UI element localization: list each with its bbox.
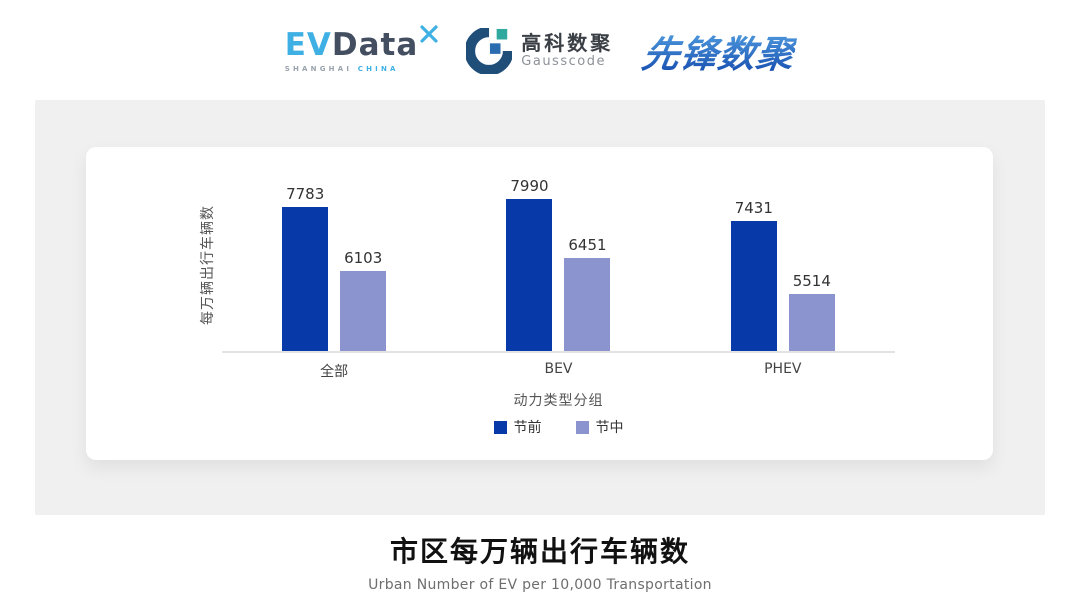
chart-title-block: 市区每万辆出行车辆数 Urban Number of EV per 10,000… xyxy=(0,530,1080,593)
chart-legend: 节前 节中 xyxy=(222,417,895,437)
plot-area: 7783 6103 7990 6451 7431 5514 xyxy=(222,177,895,351)
legend-item-节中: 节中 xyxy=(575,417,624,437)
bar-value-label: 7990 xyxy=(510,177,549,196)
legend-swatch xyxy=(575,420,589,434)
x-axis-label: 动力类型分组 xyxy=(513,393,604,409)
bar-unit-节前-全部: 7783 xyxy=(282,185,329,351)
bar-value-label: 7431 xyxy=(734,198,773,217)
bar-unit-节前-BEV: 7990 xyxy=(506,177,553,351)
header-logo-strip: EV Data SHANGHAI CHINA 高科数聚 Gausscod xyxy=(0,18,1080,84)
category-labels: 全部 BEV PHEV xyxy=(222,361,895,381)
gausscode-text: 高科数聚 Gausscode xyxy=(521,32,613,70)
legend-swatch xyxy=(493,420,507,434)
bar-value-label: 7783 xyxy=(286,185,325,204)
chart-subtitle: Urban Number of EV per 10,000 Transporta… xyxy=(368,577,712,593)
bar-unit-节中-全部: 6103 xyxy=(340,249,387,351)
bar-group-全部: 7783 6103 xyxy=(222,180,446,351)
category-label-BEV: BEV xyxy=(544,361,573,377)
bar-value-label: 5514 xyxy=(792,271,831,290)
bar-unit-节中-BEV: 6451 xyxy=(564,235,611,351)
legend-label: 节前 xyxy=(513,420,542,436)
legend-label: 节中 xyxy=(595,420,624,436)
bar-value-label: 6103 xyxy=(344,249,383,268)
gausscode-chinese-name: 高科数聚 xyxy=(521,31,614,56)
evdata-tagline: SHANGHAI CHINA xyxy=(285,65,399,73)
bar-value-label: 6451 xyxy=(568,235,607,254)
bar-chart: 每万辆出行车辆数 7783 6103 7990 6451 7431 5514 全部 BEV P… xyxy=(86,147,993,460)
evdata-spark-icon xyxy=(420,24,438,47)
bar-unit-节中-PHEV: 5514 xyxy=(788,271,835,351)
evdata-logo: EV Data SHANGHAI CHINA xyxy=(284,24,438,73)
bar-节中-全部 xyxy=(340,271,387,351)
category-label-PHEV: PHEV xyxy=(764,361,802,377)
chart-card: 每万辆出行车辆数 7783 6103 7990 6451 7431 5514 全部 BEV P… xyxy=(86,147,993,460)
bar-节前-PHEV xyxy=(730,220,777,351)
gausscode-english-name: Gausscode xyxy=(521,54,606,70)
bar-group-PHEV: 7431 5514 xyxy=(671,180,895,351)
evdata-data-text: Data xyxy=(331,26,419,63)
legend-item-节前: 节前 xyxy=(493,417,542,437)
bar-节前-BEV xyxy=(506,199,553,351)
evdata-tagline-shanghai: SHANGHAI xyxy=(284,64,353,73)
x-axis-line xyxy=(222,351,895,353)
chart-panel: 每万辆出行车辆数 7783 6103 7990 6451 7431 5514 全部 BEV P… xyxy=(35,100,1045,515)
bar-group-BEV: 7990 6451 xyxy=(446,177,670,351)
evdata-tagline-china: CHINA xyxy=(357,64,399,73)
bar-节中-BEV xyxy=(564,257,611,351)
evdata-ev-text: EV xyxy=(284,26,332,63)
gausscode-logo: 高科数聚 Gausscode xyxy=(466,28,613,74)
evdata-wordmark: EV Data xyxy=(284,24,438,63)
bar-节前-全部 xyxy=(282,207,329,351)
xianfeng-shuju-logo: 先锋数聚 xyxy=(639,24,800,78)
category-label-全部: 全部 xyxy=(320,364,349,380)
chart-title: 市区每万辆出行车辆数 xyxy=(389,535,690,568)
bar-节中-PHEV xyxy=(788,293,835,351)
bar-unit-节前-PHEV: 7431 xyxy=(730,198,777,351)
gausscode-g-icon xyxy=(466,28,513,74)
y-axis-label: 每万辆出行车辆数 xyxy=(200,205,216,325)
